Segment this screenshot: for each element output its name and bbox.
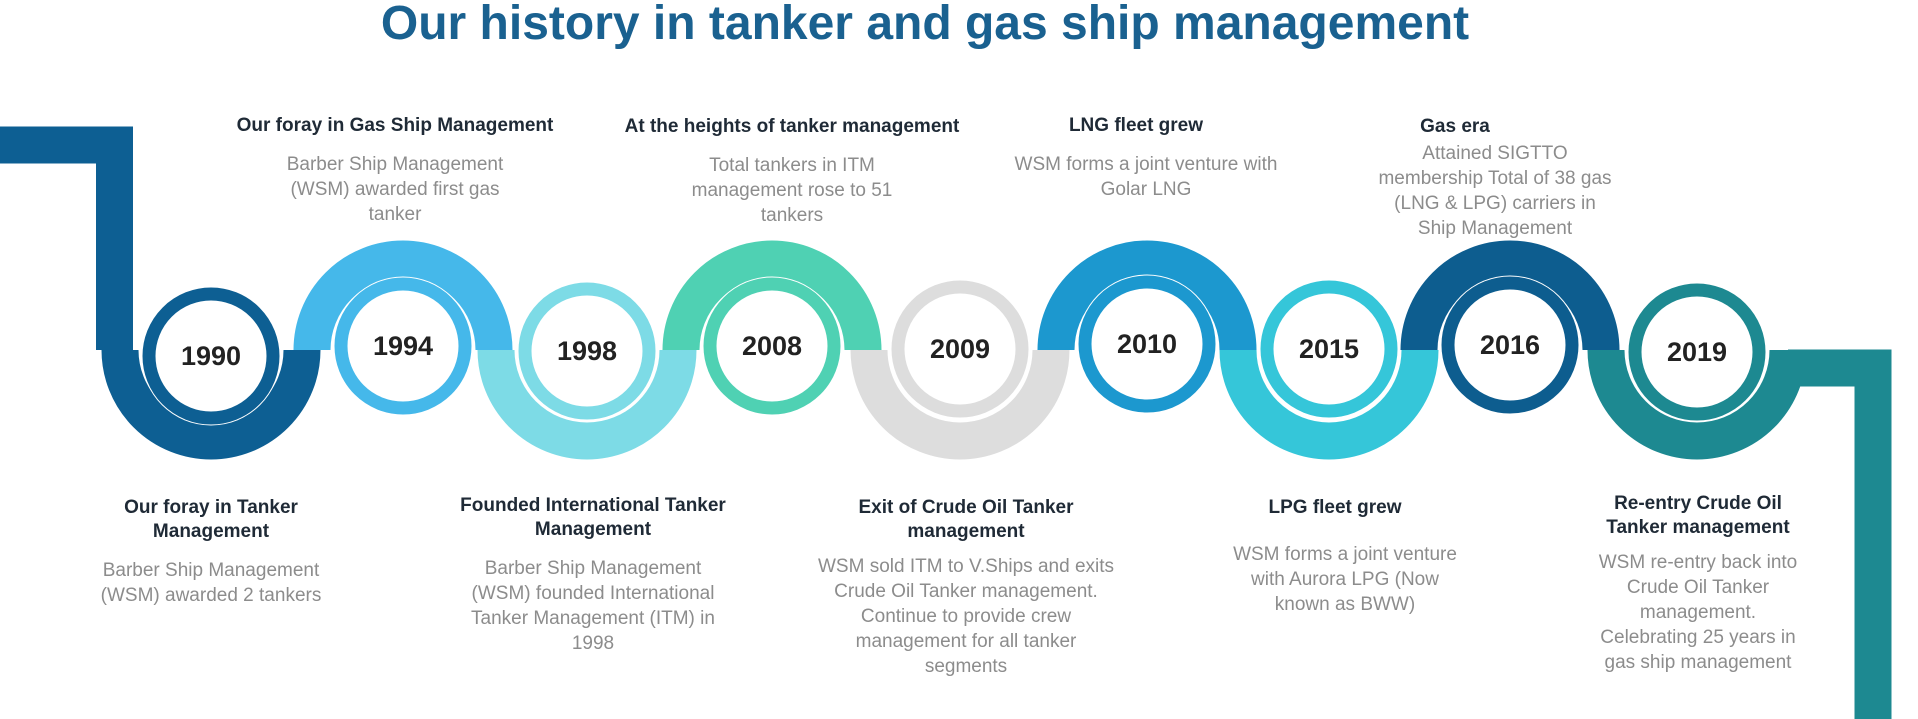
ring-2016: [1441, 276, 1579, 414]
milestone-2009: Exit of Crude Oil Tanker management WSM …: [816, 496, 1116, 679]
tail-line: [1769, 349, 1892, 719]
milestone-heading: LNG fleet grew: [1068, 115, 1204, 136]
ring-2015: [1260, 280, 1398, 418]
milestone-description: WSM forms a joint venture with Aurora LP…: [1233, 544, 1457, 615]
page-title: Our history in tanker and gas ship manag…: [380, 0, 1470, 50]
milestone-description: Barber Ship Management (WSM) founded Int…: [471, 558, 715, 654]
arc-2016: [1400, 240, 1620, 351]
lead-in-line: [0, 126, 133, 350]
arc-2010: [1037, 240, 1257, 351]
year-label-1990: 1990: [180, 341, 242, 371]
milestone-heading: Founded International Tanker Management: [460, 495, 726, 540]
milestone-2019: Re-entry Crude Oil Tanker management WSM…: [1568, 492, 1828, 675]
arc-2015: [1219, 349, 1439, 460]
ring-2008: [703, 277, 841, 415]
timeline-year-rings: [141, 274, 1767, 426]
milestone-description: Attained SIGTTO membership Total of 38 g…: [1378, 143, 1612, 239]
timeline-lead-in-line: [0, 126, 133, 350]
year-label-2008: 2008: [741, 331, 803, 361]
milestone-description: Barber Ship Management (WSM) awarded fir…: [286, 154, 504, 225]
milestone-description: WSM re-entry back into Crude Oil Tanker …: [1598, 552, 1798, 673]
arc-1990: [101, 349, 321, 460]
milestone-description: Total tankers in ITM management rose to …: [691, 155, 893, 226]
milestone-1994: Our foray in Gas Ship Management Barber …: [215, 114, 575, 227]
milestone-description: WSM sold ITM to V.Ships and exits Crude …: [817, 556, 1115, 677]
milestone-1990: Our foray in Tanker Management Barber Sh…: [76, 496, 346, 608]
milestone-2015: LPG fleet grew WSM forms a joint venture…: [1210, 496, 1480, 617]
milestone-heading: Re-entry Crude Oil Tanker management: [1606, 493, 1790, 538]
milestone-heading: At the heights of tanker management: [624, 116, 960, 137]
milestone-description: Barber Ship Management (WSM) awarded 2 t…: [100, 560, 322, 606]
milestone-heading: Our foray in Tanker Management: [124, 497, 298, 542]
arc-1994: [293, 240, 513, 351]
year-label-1994: 1994: [372, 331, 434, 361]
milestone-2008: At the heights of tanker management Tota…: [602, 115, 982, 228]
year-label-2015: 2015: [1298, 334, 1360, 364]
arc-2008: [662, 240, 882, 351]
ring-1998: [518, 282, 656, 420]
milestone-1998: Founded International Tanker Management …: [448, 494, 738, 656]
year-label-2009: 2009: [929, 334, 991, 364]
arc-1998: [477, 349, 697, 460]
milestone-2016: Gas era Attained SIGTTO membership Total…: [1355, 115, 1635, 241]
year-label-2019: 2019: [1666, 337, 1728, 367]
year-label-1998: 1998: [556, 336, 618, 366]
ring-1994: [334, 277, 472, 415]
milestone-2010: LNG fleet grew WSM forms a joint venture…: [996, 114, 1296, 202]
milestone-description: WSM forms a joint venture with Golar LNG: [1014, 154, 1278, 200]
year-label-2010: 2010: [1116, 329, 1178, 359]
ring-2019: [1628, 283, 1766, 421]
milestone-heading: Exit of Crude Oil Tanker management: [858, 497, 1074, 542]
milestone-heading: Gas era: [1420, 116, 1490, 137]
arc-2009: [850, 349, 1070, 460]
milestone-heading: LPG fleet grew: [1268, 497, 1402, 518]
timeline-tail-line: [1769, 349, 1892, 719]
milestone-heading: Our foray in Gas Ship Management: [236, 115, 554, 136]
arc-2019: [1587, 349, 1807, 460]
ring-2010: [1078, 275, 1216, 413]
timeline-arcs: [101, 240, 1807, 460]
ring-1990: [142, 287, 280, 425]
ring-2009: [891, 280, 1029, 418]
year-label-2016: 2016: [1479, 330, 1541, 360]
